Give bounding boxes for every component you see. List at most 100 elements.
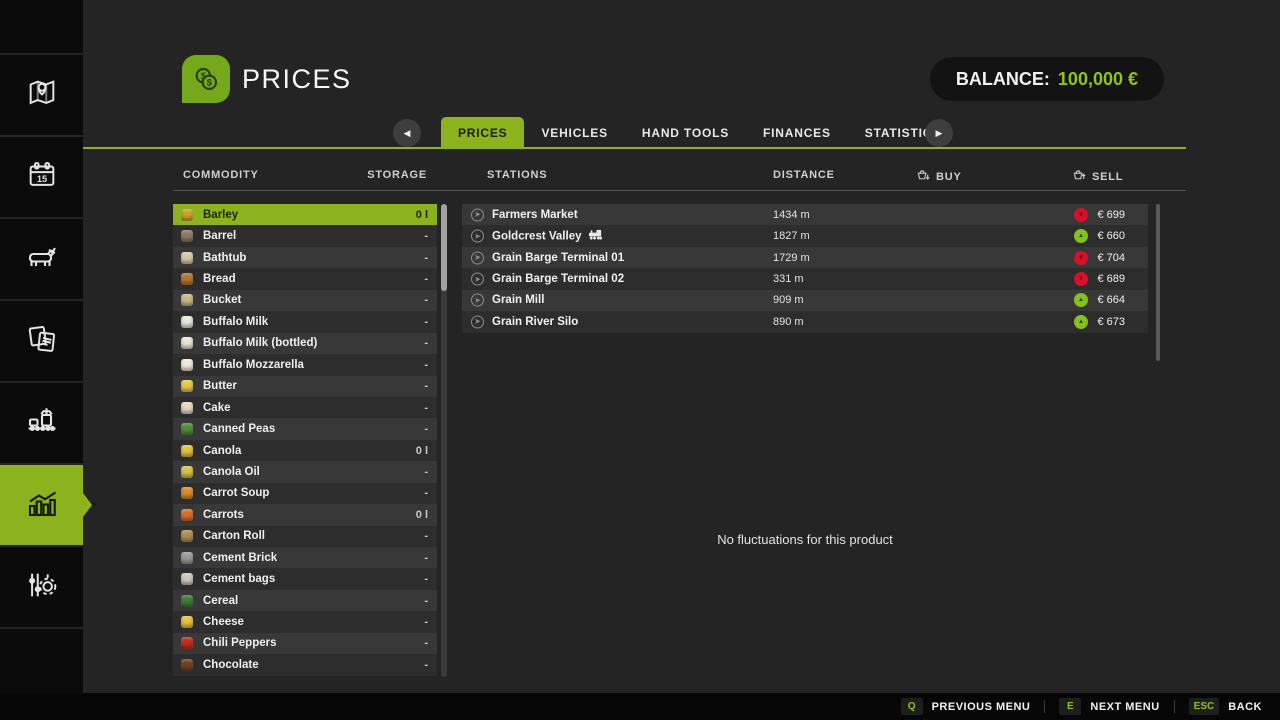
commodity-row[interactable]: Barley 0 l bbox=[173, 204, 437, 226]
commodity-row[interactable]: Bread - bbox=[173, 268, 437, 290]
station-row[interactable]: ➤ Farmers Market 1434 m ▼ € 699 bbox=[462, 204, 1148, 226]
bar-chart-icon bbox=[24, 485, 60, 526]
commodity-storage-value: - bbox=[424, 230, 428, 243]
commodity-icon bbox=[181, 294, 193, 307]
shortcut-label[interactable]: BACK bbox=[1228, 700, 1262, 713]
commodity-name: Bucket bbox=[203, 294, 242, 307]
sidebar-item-prices-statistics[interactable] bbox=[0, 465, 83, 547]
commodity-row[interactable]: Canola Oil - bbox=[173, 461, 437, 483]
tab-statistics[interactable]: STATISTICS bbox=[864, 126, 942, 140]
commodity-row[interactable]: Cake - bbox=[173, 396, 437, 419]
commodity-icon bbox=[181, 508, 193, 521]
commodity-row[interactable]: Carrot Soup - bbox=[173, 482, 437, 505]
footer-shortcut-bar: Q PREVIOUS MENU E NEXT MENU ESC BACK bbox=[0, 693, 1280, 720]
commodity-storage-value: - bbox=[424, 637, 428, 650]
commodity-scrollbar-thumb[interactable] bbox=[441, 204, 447, 291]
commodity-storage-value: - bbox=[424, 380, 428, 393]
tab-vehicles[interactable]: VEHICLES bbox=[541, 126, 608, 140]
sidebar-item-contracts[interactable] bbox=[0, 301, 83, 383]
sidebar-item-settings[interactable] bbox=[0, 547, 83, 629]
commodity-row[interactable]: Cheese - bbox=[173, 611, 437, 633]
commodity-row[interactable]: Bathtub - bbox=[173, 246, 437, 269]
commodity-storage-value: - bbox=[424, 251, 428, 264]
commodity-row[interactable]: Canola 0 l bbox=[173, 439, 437, 462]
station-name: Grain Barge Terminal 02 bbox=[492, 273, 625, 286]
commodity-name: Canned Peas bbox=[203, 423, 276, 436]
commodity-name: Cement Brick bbox=[203, 551, 278, 564]
footer-shortcut[interactable]: Q PREVIOUS MENU bbox=[900, 698, 1031, 715]
station-row[interactable]: ➤ Grain Barge Terminal 01 1729 m ▼ € 704 bbox=[462, 246, 1148, 269]
commodity-storage-value: - bbox=[424, 658, 428, 671]
station-row[interactable]: ➤ Goldcrest Valley 1827 m ▲ € 660 bbox=[462, 225, 1148, 247]
header-divider bbox=[173, 190, 1186, 191]
commodity-name: Carrot Soup bbox=[203, 487, 270, 500]
commodity-row[interactable]: Buffalo Milk - bbox=[173, 311, 437, 333]
footer-shortcut[interactable]: ESC BACK bbox=[1188, 698, 1262, 715]
commodity-row[interactable]: Canned Peas - bbox=[173, 418, 437, 440]
prices-coins-icon: $ $ bbox=[182, 55, 230, 103]
commodity-icon bbox=[181, 251, 193, 264]
station-sell-price: € 660 bbox=[1097, 230, 1125, 243]
commodity-row[interactable]: Bucket - bbox=[173, 289, 437, 312]
shortcut-key[interactable]: ESC bbox=[1188, 698, 1220, 715]
commodity-name: Buffalo Mozzarella bbox=[203, 358, 304, 371]
commodity-row[interactable]: Buffalo Mozzarella - bbox=[173, 354, 437, 376]
station-row[interactable]: ➤ Grain Mill 909 m ▲ € 664 bbox=[462, 289, 1148, 312]
price-trend-icon: ▼ bbox=[1074, 250, 1088, 265]
tab-bar: PRICES VEHICLES HAND TOOLS FINANCES STATISTI… bbox=[441, 117, 958, 149]
commodity-icon bbox=[181, 358, 193, 371]
commodity-row[interactable]: Buffalo Milk (bottled) - bbox=[173, 332, 437, 355]
commodity-name: Canola bbox=[203, 444, 242, 457]
goto-station-icon: ➤ bbox=[471, 272, 484, 286]
station-scrollbar[interactable] bbox=[1156, 204, 1160, 361]
commodity-name: Cement bags bbox=[203, 573, 276, 586]
sidebar-spacer bbox=[0, 0, 83, 55]
commodity-row[interactable]: Carton Roll - bbox=[173, 525, 437, 547]
commodity-row[interactable]: Carrots 0 l bbox=[173, 504, 437, 526]
station-distance: 1729 m bbox=[773, 251, 810, 264]
shortcut-label[interactable]: NEXT MENU bbox=[1090, 700, 1160, 713]
next-tab-button[interactable]: ▶ bbox=[925, 119, 953, 147]
commodity-icon bbox=[181, 637, 193, 650]
shortcut-key[interactable]: E bbox=[1059, 698, 1082, 715]
column-header-stations: STATIONS bbox=[487, 169, 548, 181]
price-trend-icon: ▲ bbox=[1074, 229, 1088, 244]
commodity-row[interactable]: Barrel - bbox=[173, 225, 437, 247]
commodity-scrollbar[interactable] bbox=[441, 204, 447, 677]
commodity-icon bbox=[181, 380, 193, 393]
station-row[interactable]: ➤ Grain River Silo 890 m ▲ € 673 bbox=[462, 311, 1148, 333]
commodity-row[interactable]: Chili Peppers - bbox=[173, 632, 437, 655]
commodity-storage-value: - bbox=[424, 465, 428, 478]
balance-label: BALANCE: bbox=[955, 68, 1050, 89]
commodity-name: Barley bbox=[203, 208, 239, 221]
tab-prices[interactable]: PRICES bbox=[441, 117, 525, 149]
station-row[interactable]: ➤ Grain Barge Terminal 02 331 m ▼ € 689 bbox=[462, 268, 1148, 290]
footer-shortcut[interactable]: E NEXT MENU bbox=[1059, 698, 1159, 715]
station-name: Goldcrest Valley bbox=[492, 230, 582, 243]
shortcut-key[interactable]: Q bbox=[900, 698, 923, 715]
column-header-distance: DISTANCE bbox=[773, 169, 835, 181]
prev-tab-button[interactable]: ◀ bbox=[393, 119, 421, 147]
shortcut-label[interactable]: PREVIOUS MENU bbox=[931, 700, 1031, 713]
station-list: ➤ Farmers Market 1434 m ▼ € 699 ➤ Goldcr… bbox=[462, 204, 1148, 333]
tab-finances[interactable]: FINANCES bbox=[763, 126, 831, 140]
commodity-row[interactable]: Cement Brick - bbox=[173, 547, 437, 569]
commodity-row[interactable]: Cement bags - bbox=[173, 568, 437, 590]
commodity-icon bbox=[181, 273, 193, 286]
commodity-icon bbox=[181, 465, 193, 478]
sidebar-item-animals[interactable] bbox=[0, 219, 83, 301]
commodity-row[interactable]: Chocolate - bbox=[173, 654, 437, 676]
column-header-buy: BUY bbox=[917, 169, 962, 185]
commodity-icon bbox=[181, 487, 193, 500]
commodity-icon bbox=[181, 208, 193, 221]
sidebar-item-calendar[interactable]: 15 bbox=[0, 137, 83, 219]
commodity-row[interactable]: Butter - bbox=[173, 375, 437, 397]
sidebar-item-map[interactable] bbox=[0, 55, 83, 137]
sidebar-item-production[interactable] bbox=[0, 383, 83, 465]
station-distance: 909 m bbox=[773, 294, 804, 307]
svg-text:$: $ bbox=[207, 78, 213, 88]
commodity-row[interactable]: Cereal - bbox=[173, 589, 437, 612]
commodity-icon bbox=[181, 573, 193, 586]
tab-hand-tools[interactable]: HAND TOOLS bbox=[641, 126, 730, 140]
column-header-sell: SELL bbox=[1073, 169, 1123, 185]
